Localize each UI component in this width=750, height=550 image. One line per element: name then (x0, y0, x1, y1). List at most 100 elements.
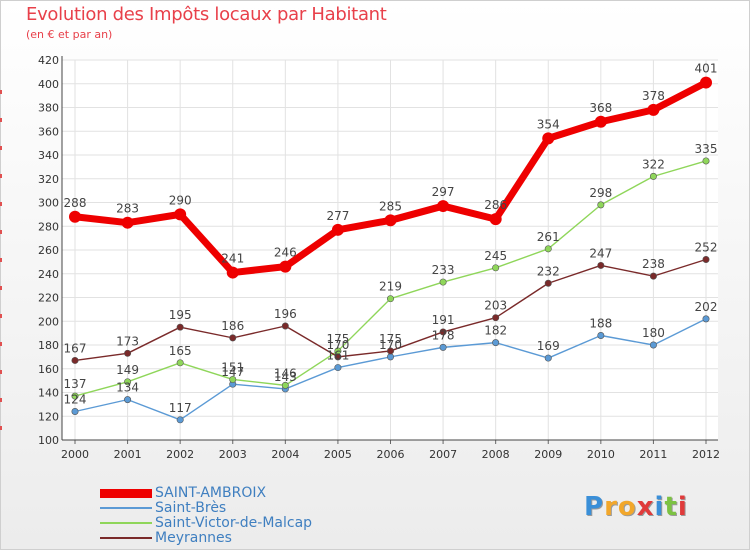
data-label: 137 (64, 377, 87, 391)
data-point (597, 261, 605, 269)
data-point (492, 314, 500, 322)
data-label: 165 (169, 344, 192, 358)
data-label: 368 (589, 101, 612, 115)
data-point (439, 343, 447, 351)
data-label: 167 (64, 341, 87, 355)
legend-label: Saint-Victor-de-Malcap (155, 515, 313, 531)
data-point (384, 214, 397, 227)
data-label: 188 (589, 317, 612, 331)
x-tick-label: 2003 (219, 448, 247, 461)
x-tick-label: 2009 (534, 448, 562, 461)
data-point (174, 208, 187, 221)
data-label: 246 (274, 246, 297, 260)
data-label: 151 (221, 360, 244, 374)
chart-subtitle: (en € et par an) (26, 28, 113, 41)
data-label: 252 (695, 241, 718, 255)
data-point (279, 260, 292, 273)
legend-label: Saint-Brès (155, 500, 227, 516)
data-point (702, 315, 710, 323)
data-label: 170 (379, 338, 402, 352)
data-point (597, 331, 605, 339)
data-label: 283 (116, 202, 139, 216)
data-label: 180 (642, 326, 665, 340)
proxiti-logo: Proxiti (584, 492, 688, 522)
y-tick-label: 120 (38, 410, 59, 423)
x-tick-label: 2008 (482, 448, 510, 461)
data-label: 322 (642, 157, 665, 171)
data-point (71, 392, 79, 400)
x-tick-label: 2010 (587, 448, 615, 461)
data-label: 169 (537, 339, 560, 353)
data-point (281, 381, 289, 389)
data-point (649, 172, 657, 180)
data-label: 261 (537, 230, 560, 244)
data-point (124, 378, 132, 386)
x-tick-label: 2011 (639, 448, 667, 461)
data-label: 290 (169, 193, 192, 207)
data-point (489, 213, 502, 226)
data-label: 203 (484, 299, 507, 313)
data-label: 182 (484, 324, 507, 338)
data-label: 143 (274, 370, 297, 384)
data-label: 219 (379, 280, 402, 294)
x-tick-label: 2000 (61, 448, 89, 461)
data-label: 288 (64, 196, 87, 210)
y-tick-label: 220 (38, 292, 59, 305)
legend-swatch (100, 507, 152, 509)
y-tick-label: 360 (38, 125, 59, 138)
data-point (331, 223, 344, 236)
logo-letter: P (584, 492, 605, 522)
data-point (176, 416, 184, 424)
x-tick-label: 2004 (271, 448, 299, 461)
x-tick-label: 2012 (692, 448, 720, 461)
logo-letter: t (664, 492, 678, 522)
data-point (124, 349, 132, 357)
data-point (702, 157, 710, 165)
data-point (229, 375, 237, 383)
data-label: 170 (326, 338, 349, 352)
data-label: 175 (326, 332, 349, 346)
data-label: 238 (642, 257, 665, 271)
data-label: 196 (274, 307, 297, 321)
data-label: 335 (695, 142, 718, 156)
x-tick-label: 2002 (166, 448, 194, 461)
chart-title: Evolution des Impôts locaux par Habitant (26, 4, 387, 25)
y-tick-label: 340 (38, 149, 59, 162)
y-tick-label: 260 (38, 244, 59, 257)
data-label: 178 (432, 328, 455, 342)
data-label: 241 (221, 252, 244, 266)
data-label: 186 (221, 319, 244, 333)
data-label: 173 (116, 334, 139, 348)
data-point (71, 407, 79, 415)
data-point (594, 115, 607, 128)
data-label: 149 (116, 363, 139, 377)
data-point (386, 353, 394, 361)
data-label: 124 (64, 393, 87, 407)
data-point (542, 132, 555, 145)
data-label: 245 (484, 249, 507, 263)
logo-letter: r (604, 492, 618, 522)
logo-letter: i (677, 492, 688, 522)
data-point (544, 245, 552, 253)
y-tick-label: 160 (38, 363, 59, 376)
data-point (334, 364, 342, 372)
data-label: 233 (432, 263, 455, 277)
data-label: 232 (537, 264, 560, 278)
logo-letter: x (636, 492, 655, 522)
data-point (492, 264, 500, 272)
legend-swatch (100, 537, 152, 539)
data-point (69, 210, 81, 223)
y-tick-label: 100 (38, 434, 59, 447)
data-point (121, 216, 134, 229)
y-tick-label: 180 (38, 339, 59, 352)
data-label: 117 (169, 401, 192, 415)
data-label: 175 (379, 332, 402, 346)
data-point (437, 200, 450, 213)
x-tick-label: 2005 (324, 448, 352, 461)
data-point (700, 76, 712, 89)
data-label: 277 (326, 209, 349, 223)
data-label: 298 (589, 186, 612, 200)
data-label: 285 (379, 199, 402, 213)
data-point (702, 255, 710, 263)
y-tick-label: 200 (38, 315, 59, 328)
